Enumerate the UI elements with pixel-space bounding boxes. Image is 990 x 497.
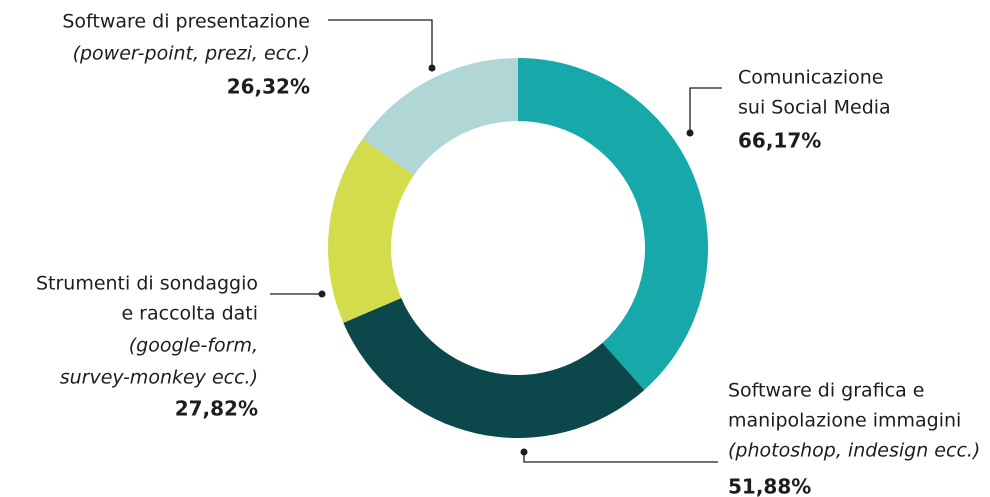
leader-line <box>328 19 433 68</box>
donut-slice <box>328 139 414 323</box>
donut-slice <box>362 58 518 176</box>
slice-label: Software di presentazione <box>62 11 310 33</box>
slice-label: Software di grafica e <box>728 380 924 402</box>
slice-label: Strumenti di sondaggio <box>36 273 258 295</box>
slice-label: Comunicazione <box>738 67 883 89</box>
slice-label: e raccolta dati <box>121 303 258 325</box>
donut-slice <box>518 58 709 390</box>
leader-lines <box>270 19 722 463</box>
slice-label: sui Social Media <box>738 97 891 119</box>
leader-dot <box>520 448 528 456</box>
leader-dot <box>318 290 326 298</box>
value-label: 27,82% <box>175 397 258 421</box>
leader-dot <box>428 64 436 72</box>
slice-detail: survey-monkey ecc.) <box>60 367 258 389</box>
leader-line <box>523 452 718 463</box>
slice-label: manipolazione immagini <box>728 410 961 432</box>
slice-detail: (power-point, prezi, ecc.) <box>73 43 310 65</box>
value-label: 66,17% <box>738 129 821 153</box>
value-label: 26,32% <box>227 75 310 99</box>
donut-slice <box>343 298 645 438</box>
slice-detail: (google-form, <box>129 335 258 357</box>
slice-detail: (photoshop, indesign ecc.) <box>728 440 980 462</box>
value-label: 51,88% <box>728 475 811 497</box>
leader-dot <box>686 129 694 137</box>
leader-line <box>689 87 722 133</box>
